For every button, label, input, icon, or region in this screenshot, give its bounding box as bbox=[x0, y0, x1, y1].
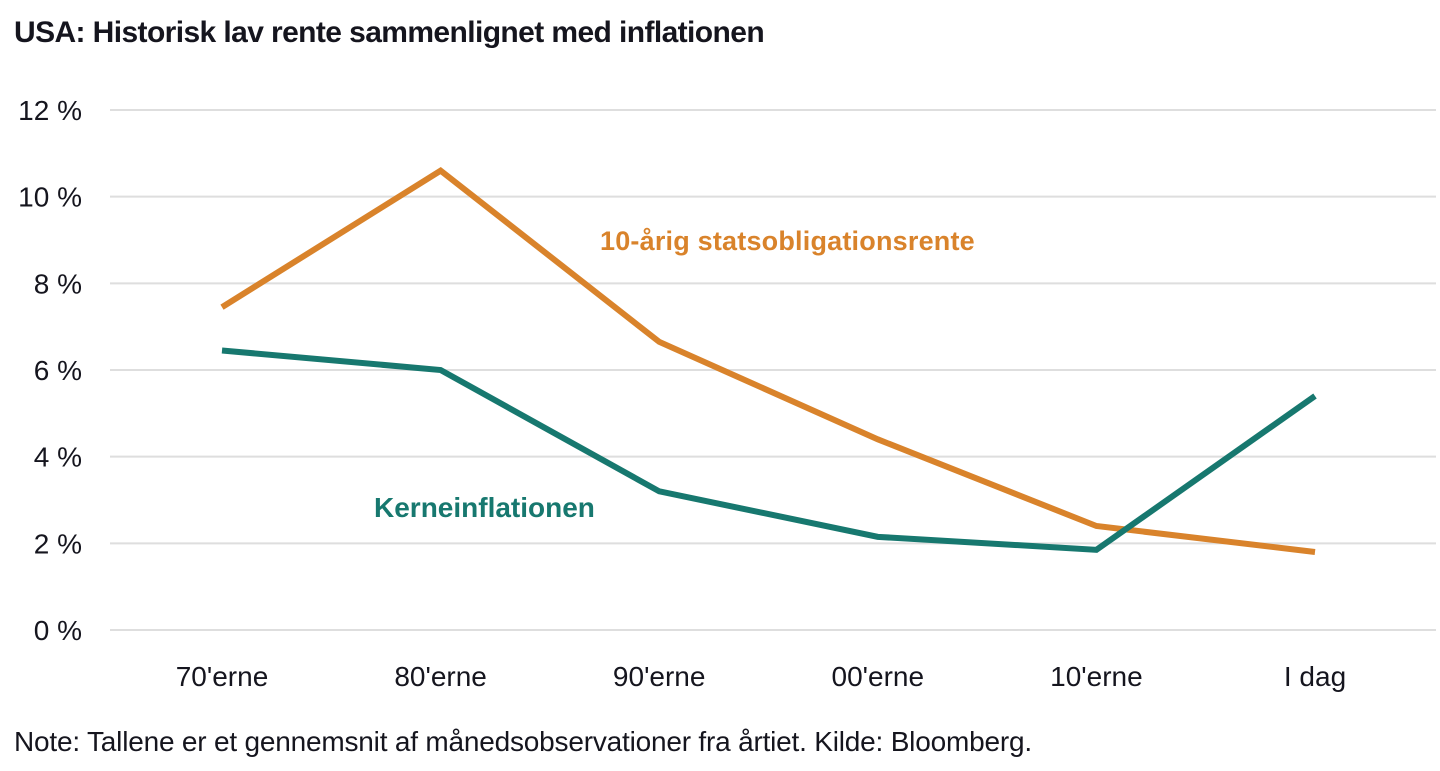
x-axis-tick-label: I dag bbox=[1284, 661, 1346, 692]
series-line-core-inflation bbox=[221, 347, 1317, 553]
series-line-bond-rate bbox=[220, 167, 1316, 555]
x-axis-tick-label: 10'erne bbox=[1050, 661, 1143, 692]
y-axis-tick-label: 2 % bbox=[34, 528, 82, 559]
x-axis-tick-label: 70'erne bbox=[176, 661, 269, 692]
x-axis-tick-label: 00'erne bbox=[832, 661, 925, 692]
x-axis-tick-label: 90'erne bbox=[613, 661, 706, 692]
series-label-core-inflation: Kerneinflationen bbox=[374, 492, 595, 523]
series-label-bond-rate: 10-årig statsobligationsrente bbox=[600, 226, 975, 256]
x-axis-tick-label: 80'erne bbox=[394, 661, 487, 692]
chart-title: USA: Historisk lav rente sammenlignet me… bbox=[14, 16, 765, 49]
y-axis-tick-label: 0 % bbox=[34, 615, 82, 646]
y-axis-tick-label: 10 % bbox=[18, 182, 82, 213]
y-axis-tick-label: 8 % bbox=[34, 268, 82, 299]
y-axis-tick-label: 6 % bbox=[34, 355, 82, 386]
y-axis-tick-label: 4 % bbox=[34, 442, 82, 473]
source-note: Note: Tallene er et gennemsnit af måneds… bbox=[14, 726, 1032, 757]
y-axis-tick-label: 12 % bbox=[18, 95, 82, 126]
